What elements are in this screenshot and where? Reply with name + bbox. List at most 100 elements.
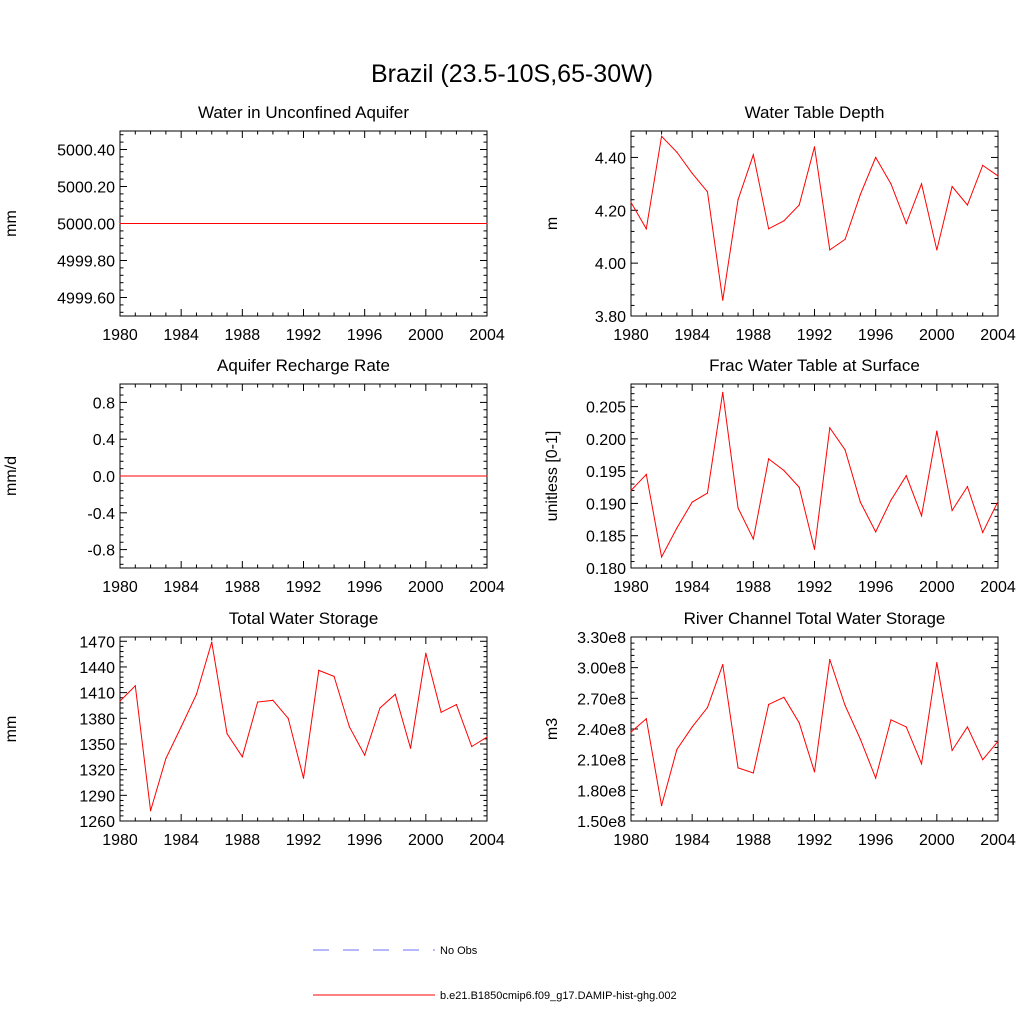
series-point	[966, 726, 969, 728]
series-point	[119, 475, 121, 477]
y-axis-label: unitless [0-1]	[544, 431, 561, 522]
series-point	[706, 706, 709, 709]
series-point	[936, 430, 938, 432]
series-point	[844, 238, 846, 240]
series-point	[997, 740, 999, 742]
x-tick-label: 2004	[469, 579, 505, 596]
y-tick-label: 3.30e8	[577, 630, 626, 647]
series-point	[706, 191, 709, 193]
x-tick-label: 1988	[225, 579, 261, 596]
series-point	[936, 661, 938, 664]
panel-title: Water in Unconfined Aquifer	[198, 103, 409, 122]
series-point	[471, 745, 473, 748]
series-point	[257, 701, 259, 703]
series-point	[318, 669, 320, 671]
x-tick-label: 1996	[347, 579, 383, 596]
series-point	[486, 475, 488, 477]
series-point	[660, 805, 663, 807]
x-tick-label: 1992	[286, 579, 322, 596]
legend: No Obs b.e21.B1850cmip6.f09_g17.DAMIP-hi…	[313, 945, 677, 1002]
panel-title: Aquifer Recharge Rate	[217, 356, 390, 375]
y-tick-label: 2.40e8	[577, 722, 626, 739]
series-point	[691, 172, 693, 174]
x-tick-label: 1996	[858, 832, 894, 849]
x-tick-label: 1980	[102, 579, 138, 596]
series-point	[630, 731, 632, 733]
series-point	[875, 156, 877, 159]
x-tick-label: 1980	[613, 327, 649, 344]
series-point	[859, 501, 861, 503]
series-point	[302, 777, 305, 779]
series-point	[813, 771, 816, 773]
y-tick-label: 4.40	[595, 150, 626, 167]
x-tick-label: 1992	[286, 327, 322, 344]
y-axis-label: mm/d	[3, 456, 20, 496]
series-point	[768, 703, 770, 706]
x-tick-label: 1992	[797, 832, 833, 849]
series-point	[119, 700, 121, 702]
y-tick-label: -0.8	[87, 543, 115, 560]
panel-2: 1980 1984 1988 1992 1996 2000 2004 -0.8 -0.4 0.0 0…	[3, 356, 505, 596]
x-tick-label: 1984	[163, 832, 199, 849]
legend-obs-label: No Obs	[440, 945, 478, 957]
x-tick-label: 2000	[919, 832, 955, 849]
panels-group: 1980 1984 1988 1992 1996 2000 2004 4999.60 4999.…	[3, 103, 1016, 849]
series-line	[630, 659, 999, 806]
panel-4: 1980 1984 1988 1992 1996 2000 2004 1260 1290 1320…	[3, 609, 505, 849]
x-tick-label: 1984	[163, 327, 199, 344]
x-tick-label: 1996	[858, 579, 894, 596]
y-tick-label: 1320	[79, 763, 115, 780]
series-point	[691, 726, 693, 728]
x-tick-label: 2000	[408, 832, 444, 849]
series-point	[241, 756, 243, 758]
x-tick-label: 2004	[469, 327, 505, 344]
series-point	[630, 489, 632, 492]
y-tick-label: 2.70e8	[577, 691, 626, 708]
series-point	[409, 747, 412, 749]
y-axis-label: m	[544, 217, 561, 230]
series-point	[890, 499, 892, 501]
series-point	[905, 475, 907, 477]
series-point	[844, 704, 846, 707]
y-tick-label: 1.50e8	[577, 814, 626, 831]
series-point	[722, 391, 724, 393]
y-tick-label: 0.8	[93, 395, 115, 412]
series-point	[966, 204, 969, 206]
x-tick-label: 2000	[408, 579, 444, 596]
series-point	[951, 749, 953, 752]
y-tick-label: 0.205	[586, 400, 626, 417]
y-tick-label: 0.4	[93, 432, 115, 449]
panel-1: 1980 1984 1988 1992 1996 2000 2004 3.80 4.00 4.20…	[544, 103, 1016, 344]
series-point	[272, 699, 274, 701]
y-tick-label: 5000.20	[57, 180, 115, 197]
series-point	[486, 736, 488, 738]
series-point	[333, 675, 335, 677]
series-point	[844, 449, 846, 451]
x-tick-label: 2000	[919, 579, 955, 596]
y-tick-label: 3.80	[595, 309, 626, 326]
y-axis-label: m3	[544, 718, 561, 740]
series-point	[859, 738, 861, 740]
x-tick-label: 1980	[613, 832, 649, 849]
series-point	[425, 652, 427, 654]
x-tick-label: 1984	[163, 579, 199, 596]
series-point	[829, 249, 831, 251]
y-tick-label: 1.80e8	[577, 783, 626, 800]
series-point	[905, 726, 907, 728]
x-tick-label: 2004	[980, 832, 1016, 849]
series-point	[783, 220, 785, 222]
series-point	[905, 222, 907, 225]
series-line	[119, 641, 488, 811]
y-tick-label: 1380	[79, 711, 115, 728]
panel-3: 1980 1984 1988 1992 1996 2000 2004 0.180 0.185 0.…	[544, 356, 1016, 596]
series-point	[379, 707, 381, 709]
series-point	[951, 509, 953, 512]
series-point	[737, 507, 739, 509]
y-tick-label: 0.200	[586, 432, 626, 449]
series-point	[676, 748, 678, 751]
legend-model-label: b.e21.B1850cmip6.f09_g17.DAMIP-hist-ghg.…	[440, 990, 677, 1002]
series-point	[676, 527, 678, 529]
x-tick-label: 1996	[858, 327, 894, 344]
series-point	[875, 531, 877, 533]
